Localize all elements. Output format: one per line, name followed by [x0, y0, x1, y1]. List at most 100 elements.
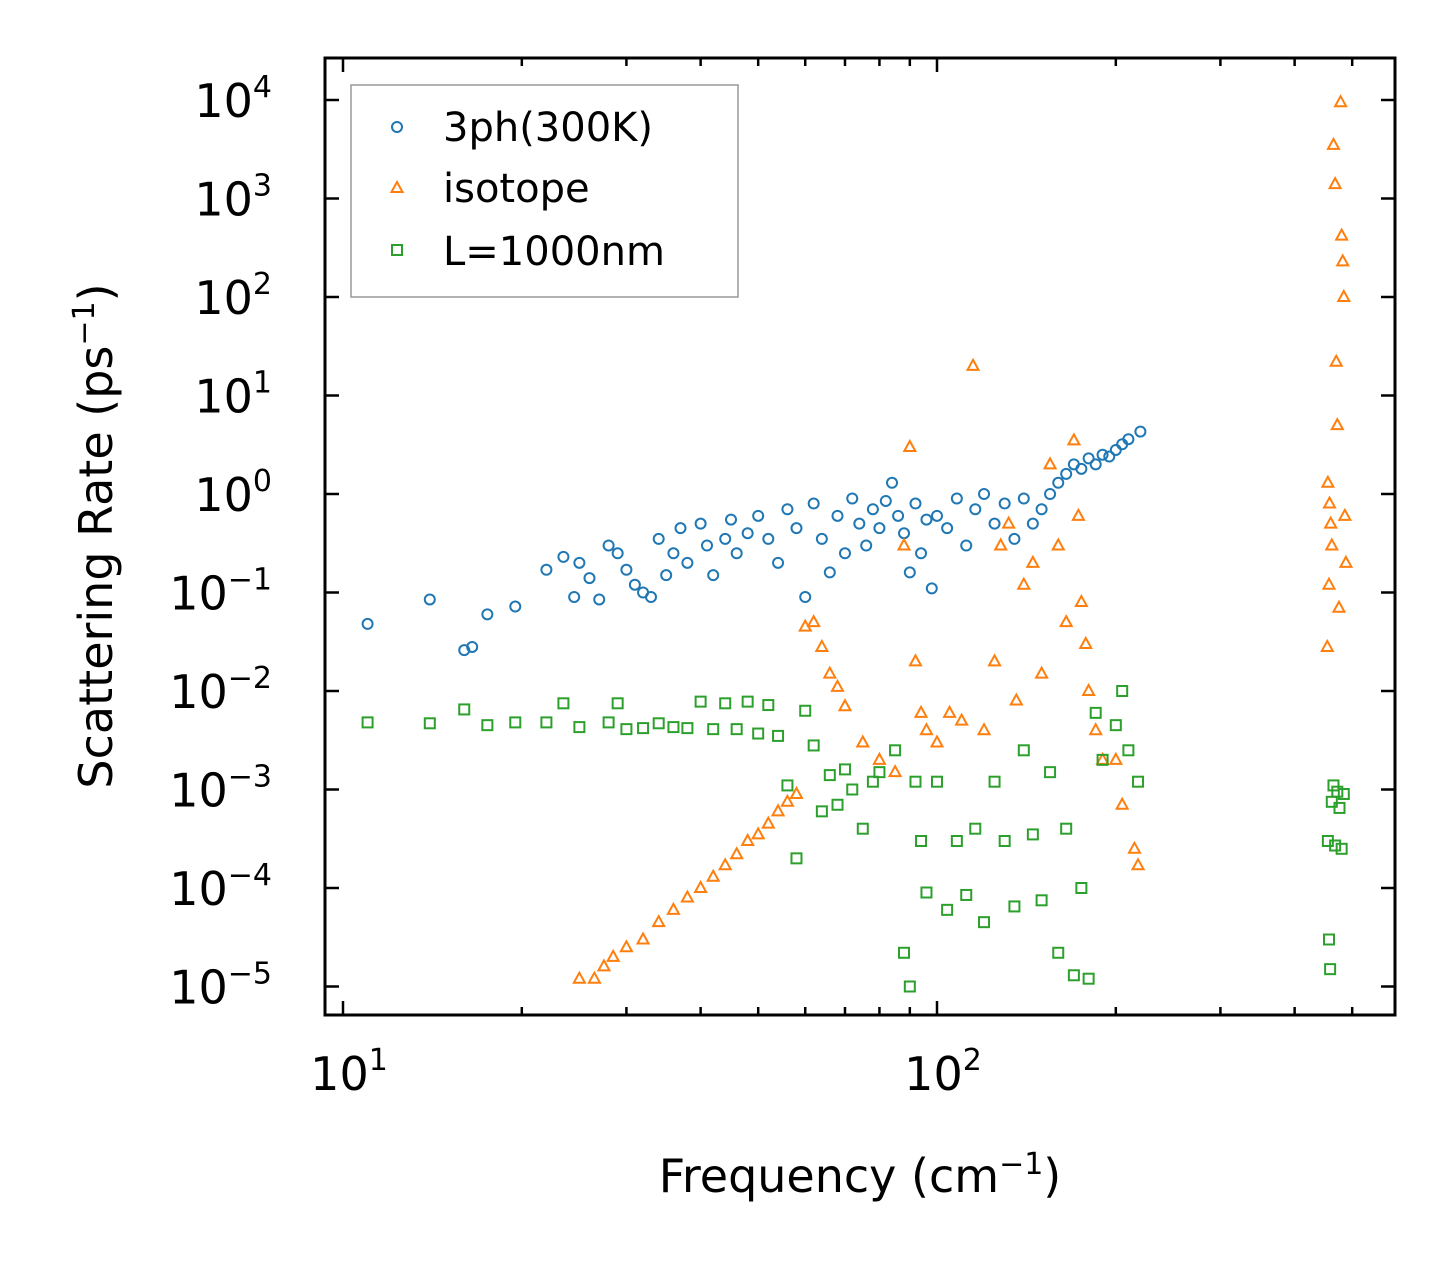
data-point-boundary — [361, 716, 374, 729]
legend-label-boundary: L=1000nm — [443, 229, 665, 275]
data-point-isotope — [1071, 507, 1086, 521]
data-point-boundary — [573, 721, 586, 734]
data-point-3ph — [772, 556, 785, 569]
data-point-3ph — [866, 503, 879, 516]
data-point-isotope — [830, 678, 845, 692]
data-point-isotope — [651, 914, 666, 928]
series-L=1000nm — [361, 685, 1350, 993]
legend: 3ph(300K) isotope L=1000nm — [350, 84, 739, 298]
data-point-3ph — [681, 556, 694, 569]
data-point-boundary — [1060, 822, 1073, 835]
data-point-boundary — [889, 744, 902, 757]
data-point-boundary — [1122, 744, 1135, 757]
data-point-3ph — [941, 522, 954, 535]
data-point-isotope — [1051, 537, 1066, 551]
data-point-isotope — [1331, 599, 1347, 613]
data-point-boundary — [667, 721, 680, 734]
data-point-3ph — [838, 547, 851, 560]
data-point-3ph — [762, 532, 775, 545]
data-point-3ph — [1026, 517, 1039, 530]
data-point-isotope — [1108, 751, 1124, 765]
data-point-boundary — [920, 886, 933, 899]
y-tick-label: 10−1 — [169, 563, 272, 621]
data-point-3ph — [1089, 458, 1102, 471]
data-point-boundary — [602, 716, 615, 729]
data-point-boundary — [637, 722, 650, 735]
y-tick-label: 100 — [194, 464, 272, 522]
data-point-boundary — [540, 716, 553, 729]
data-point-3ph — [909, 497, 922, 510]
data-point-isotope — [780, 793, 795, 807]
data-point-3ph — [846, 492, 859, 505]
data-point-isotope — [1324, 537, 1339, 551]
data-point-boundary — [831, 798, 844, 811]
data-point-boundary — [1008, 900, 1021, 913]
data-point-3ph — [978, 488, 991, 500]
data-point-isotope — [913, 704, 929, 718]
y-tick-label: 10−4 — [169, 858, 272, 916]
data-point-3ph — [1082, 452, 1095, 465]
series-3ph(300K) — [361, 425, 1147, 657]
data-point-isotope — [750, 826, 766, 840]
data-point-boundary — [903, 980, 916, 993]
data-point-boundary — [1089, 706, 1102, 719]
data-point-3ph — [853, 517, 866, 530]
data-point-isotope — [680, 889, 695, 903]
data-point-isotope — [1335, 253, 1350, 267]
data-point-isotope — [896, 537, 912, 551]
data-point-3ph — [466, 640, 479, 653]
data-point-3ph — [620, 563, 633, 576]
data-point-boundary — [1109, 719, 1122, 732]
data-point-boundary — [807, 739, 820, 752]
data-point-boundary — [694, 695, 707, 708]
data-point-3ph — [660, 569, 673, 582]
data-point-isotope — [1034, 665, 1049, 679]
legend-box — [350, 84, 739, 298]
data-point-3ph — [873, 522, 886, 535]
data-point-isotope — [1334, 227, 1349, 241]
data-point-isotope — [596, 958, 612, 972]
data-point-boundary — [752, 727, 765, 740]
data-point-3ph — [1075, 462, 1088, 475]
data-point-isotope — [1127, 840, 1142, 854]
data-point-3ph — [1096, 448, 1109, 461]
data-point-isotope — [1078, 635, 1093, 650]
data-point-boundary — [931, 775, 943, 788]
data-point-boundary — [652, 717, 665, 730]
x-axis-title: Frequency (cm−1) — [659, 1147, 1062, 1203]
data-point-3ph — [1122, 433, 1135, 446]
data-point-3ph — [481, 608, 494, 621]
data-point-boundary — [1075, 882, 1088, 894]
data-point-isotope — [806, 614, 821, 628]
data-point-isotope — [718, 857, 733, 871]
data-point-boundary — [509, 716, 522, 729]
data-point-isotope — [908, 653, 923, 667]
data-point-boundary — [823, 769, 836, 782]
data-point-3ph — [960, 539, 973, 552]
data-point-3ph — [903, 566, 916, 579]
data-point-isotope — [1337, 507, 1353, 521]
data-point-boundary — [815, 805, 828, 818]
data-point-3ph — [741, 527, 754, 540]
data-point-3ph — [1103, 450, 1116, 463]
data-point-isotope — [740, 832, 755, 847]
data-point-boundary — [1082, 972, 1095, 985]
data-point-3ph — [860, 539, 873, 552]
x-tick-label: 101 — [310, 1043, 388, 1101]
data-point-3ph — [1017, 492, 1030, 505]
data-point-isotope — [993, 537, 1008, 551]
data-point-isotope — [1009, 692, 1024, 706]
data-point-isotope — [572, 970, 587, 984]
data-point-isotope — [1327, 176, 1343, 190]
y-tick-label: 103 — [194, 169, 272, 227]
data-point-boundary — [1096, 753, 1109, 766]
data-point-isotope — [1338, 554, 1354, 568]
legend-label-isotope: isotope — [443, 166, 590, 212]
data-point-3ph — [998, 497, 1011, 510]
data-point-boundary — [557, 697, 570, 710]
data-point-isotope — [666, 901, 681, 915]
data-point-boundary — [681, 722, 694, 735]
data-point-boundary — [481, 719, 494, 732]
data-point-boundary — [1327, 779, 1340, 792]
data-point-boundary — [1116, 685, 1129, 697]
